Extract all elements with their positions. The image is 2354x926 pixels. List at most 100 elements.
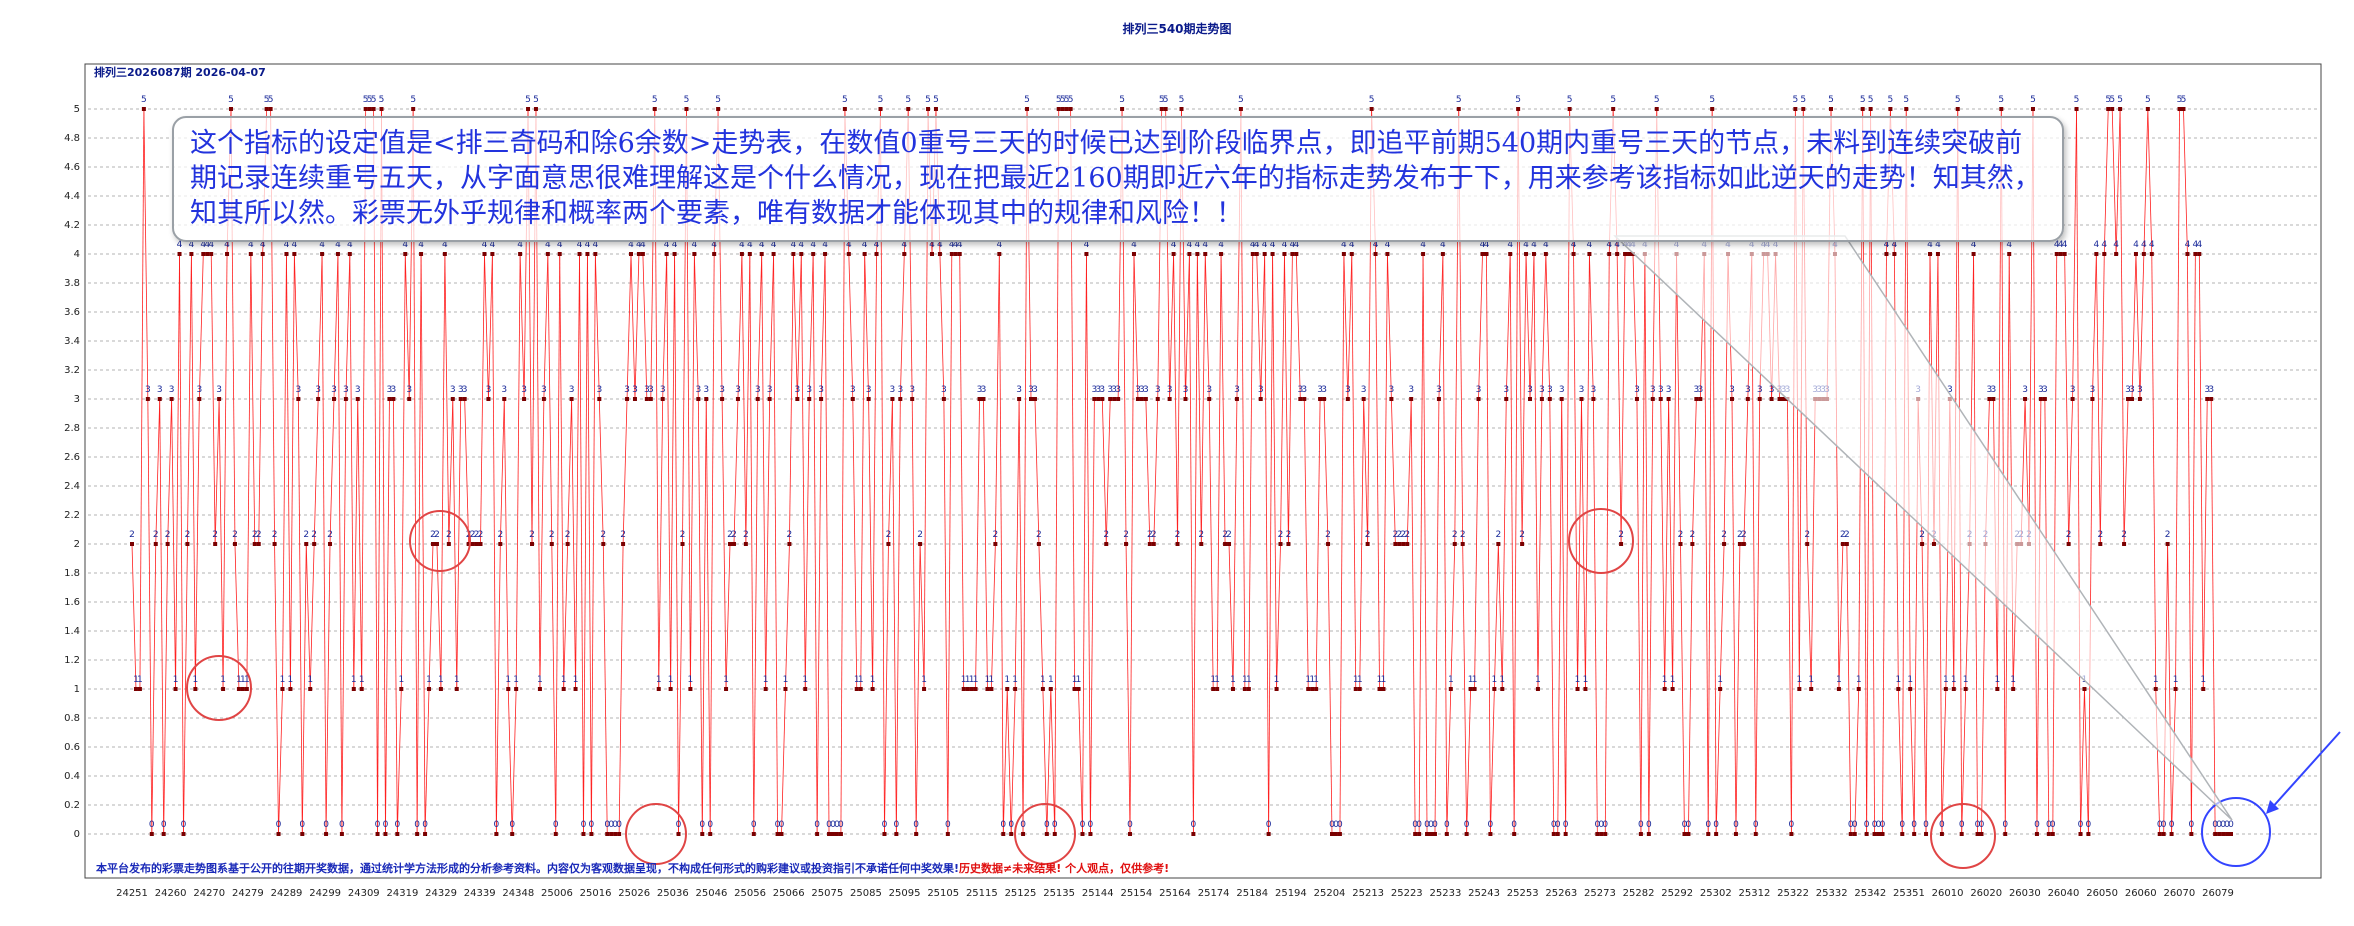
data-point — [1238, 107, 1243, 111]
series-segment — [440, 253, 446, 690]
data-point — [652, 107, 657, 111]
data-label: 2 — [474, 530, 480, 540]
data-label: 4 — [937, 240, 943, 250]
data-label: 3 — [695, 385, 701, 395]
data-label: 4 — [1341, 240, 1347, 250]
data-point — [720, 397, 725, 401]
series-segment — [1248, 253, 1254, 690]
data-label: 3 — [458, 385, 464, 395]
data-label: 2 — [1286, 530, 1292, 540]
series-segment — [1204, 253, 1210, 400]
data-label: 0 — [838, 820, 844, 830]
data-point — [2011, 687, 2016, 691]
data-point — [1745, 397, 1750, 401]
x-tick-label: 24329 — [425, 888, 457, 899]
data-label: 2 — [2097, 530, 2103, 540]
data-point — [684, 107, 689, 111]
series-segment — [1276, 543, 1281, 690]
data-point — [1500, 687, 1505, 691]
series-segment — [1541, 253, 1547, 400]
series-segment — [705, 398, 711, 835]
data-label: 1 — [1230, 675, 1236, 685]
data-point — [731, 542, 736, 546]
data-label: 4 — [1254, 240, 1260, 250]
data-point — [232, 542, 237, 546]
data-point — [1528, 397, 1533, 401]
data-point — [842, 107, 847, 111]
data-point — [1920, 542, 1925, 546]
data-point — [2193, 252, 2198, 256]
data-point — [708, 832, 713, 836]
data-point — [2145, 107, 2150, 111]
series-segment — [1925, 253, 1931, 835]
data-point — [1001, 832, 1006, 836]
data-label: 1 — [1377, 675, 1383, 685]
data-label: 1 — [1662, 675, 1668, 685]
data-point — [1520, 542, 1525, 546]
data-label: 2 — [272, 530, 278, 540]
data-label: 3 — [343, 385, 349, 395]
data-label: 0 — [1923, 820, 1929, 830]
series-segment — [1038, 543, 1044, 690]
series-segment — [1256, 253, 1262, 400]
data-point — [1452, 542, 1457, 546]
data-point — [1868, 107, 1873, 111]
data-point — [1737, 542, 1742, 546]
data-label: 2 — [1147, 530, 1153, 540]
data-point — [1397, 542, 1402, 546]
data-point — [161, 832, 166, 836]
data-point — [1555, 832, 1560, 836]
data-point — [2126, 397, 2131, 401]
data-label: 3 — [2038, 385, 2044, 395]
series-segment — [1573, 253, 1578, 690]
data-label: 1 — [438, 675, 444, 685]
data-point — [359, 687, 364, 691]
x-axis-ticks: 24251 24260 24270 24279 24289 24299 24309 24319… — [116, 888, 2234, 899]
data-label: 4 — [1420, 240, 1426, 250]
data-label: 0 — [394, 820, 400, 830]
x-tick-label: 25144 — [1082, 888, 1114, 899]
data-label: 4 — [2054, 240, 2060, 250]
data-label: 0 — [1337, 820, 1343, 830]
data-point — [1409, 397, 1414, 401]
data-point — [625, 397, 630, 401]
data-point — [609, 832, 614, 836]
series-segment — [218, 398, 224, 690]
data-label: 5 — [2030, 95, 2036, 105]
data-label: 2 — [2121, 530, 2127, 540]
data-label: 3 — [624, 385, 630, 395]
data-point — [648, 397, 653, 401]
data-label: 5 — [1456, 95, 1462, 105]
data-point — [644, 397, 649, 401]
series-segment — [2123, 398, 2129, 545]
series-segment — [321, 253, 327, 835]
data-point — [1139, 397, 1144, 401]
data-point — [502, 397, 507, 401]
data-point — [1302, 397, 1307, 401]
data-label: 1 — [2153, 675, 2159, 685]
data-label: 4 — [711, 240, 717, 250]
x-tick-label: 24289 — [271, 888, 303, 899]
data-point — [518, 252, 523, 256]
data-point — [1329, 832, 1334, 836]
series-segment — [290, 253, 295, 690]
data-point — [1623, 252, 1628, 256]
data-point — [1963, 687, 1968, 691]
data-point — [2082, 687, 2087, 691]
data-label: 1 — [1072, 675, 1078, 685]
data-label: 0 — [1852, 820, 1858, 830]
data-point — [1627, 252, 1632, 256]
data-point — [1219, 252, 1224, 256]
data-label: 3 — [157, 385, 163, 395]
series-segment — [452, 398, 458, 690]
data-point — [1722, 542, 1727, 546]
data-point — [1955, 107, 1960, 111]
data-label: 4 — [1131, 240, 1137, 250]
data-label: 4 — [545, 240, 551, 250]
data-point — [692, 252, 697, 256]
data-label: 3 — [2022, 385, 2028, 395]
data-point — [1587, 252, 1592, 256]
series-segment — [1343, 253, 1349, 400]
data-point — [1076, 687, 1081, 691]
data-point — [1179, 107, 1184, 111]
